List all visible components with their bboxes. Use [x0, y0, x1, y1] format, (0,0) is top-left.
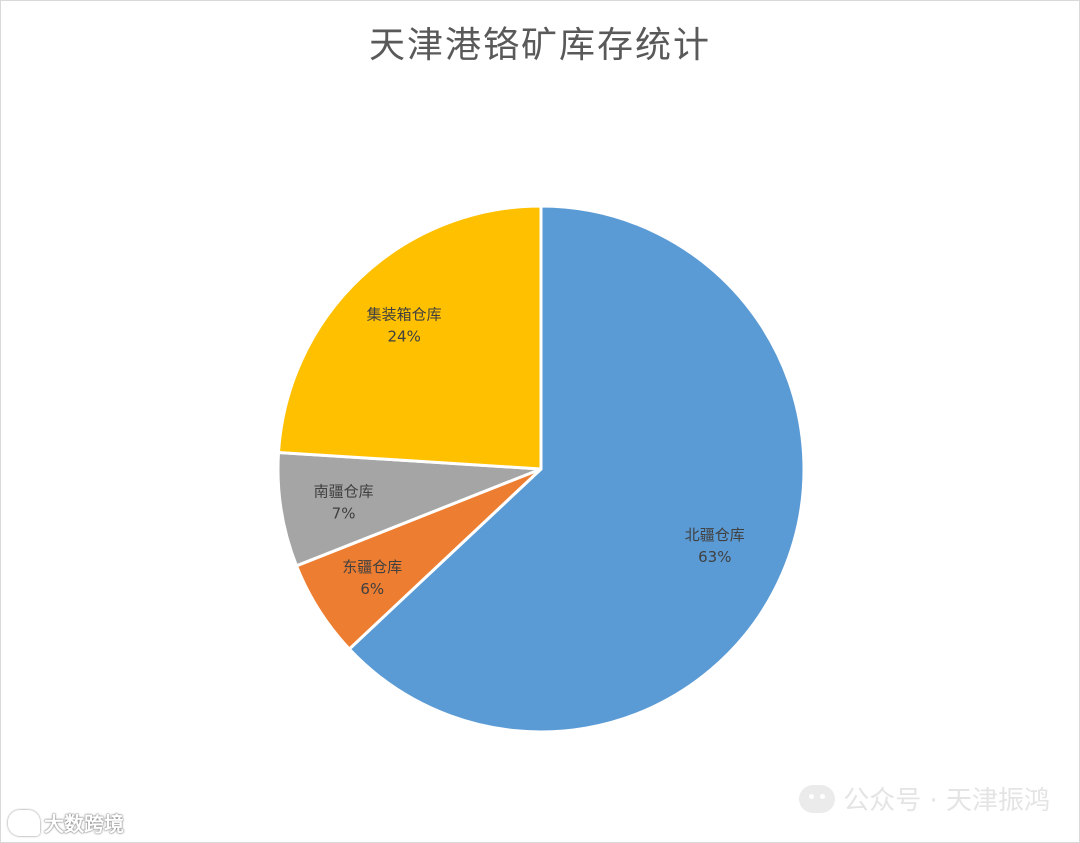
- pie-slice: [276, 450, 543, 568]
- brand-logo-icon: [8, 809, 40, 836]
- wechat-icon: [799, 784, 836, 813]
- slice-category-label: 集装箱仓库: [367, 305, 442, 323]
- watermark-bottom-left-text: 大数跨境: [44, 812, 124, 836]
- slice-percent-label: 24%: [388, 327, 421, 345]
- chart-title: 天津港铬矿库存统计: [368, 25, 711, 66]
- pie-slice: [277, 204, 543, 471]
- slice-data-label: 南疆仓库 7%: [314, 482, 374, 522]
- watermark-bottom-left: 大数跨境: [8, 808, 124, 837]
- slice-percent-label: 6%: [360, 580, 384, 598]
- slice-percent-label: 63%: [698, 548, 731, 566]
- slice-percent-label: 7%: [332, 504, 356, 522]
- slice-data-label: 北疆仓库 63%: [685, 526, 745, 566]
- watermark-bottom-right-text: 公众号 · 天津振鸿: [843, 786, 1050, 816]
- slice-data-label: 集装箱仓库 24%: [367, 305, 442, 345]
- watermark-bottom-right: 公众号 · 天津振鸿: [799, 780, 1050, 817]
- slice-category-label: 南疆仓库: [314, 482, 374, 500]
- slice-category-label: 东疆仓库: [342, 558, 402, 576]
- pie-slice: [347, 204, 806, 734]
- slice-data-label: 东疆仓库 6%: [342, 558, 402, 598]
- slice-category-label: 北疆仓库: [685, 526, 745, 544]
